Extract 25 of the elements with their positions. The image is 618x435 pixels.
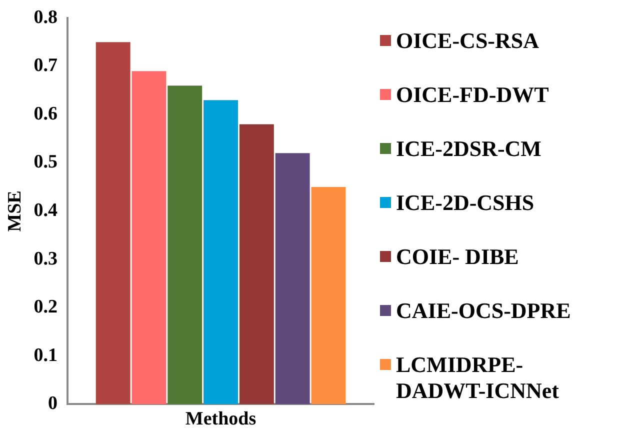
legend-label: ICE-2DSR-CM [396, 136, 542, 162]
y-tick-label: 0.5 [34, 152, 58, 173]
y-tick-label: 0 [48, 393, 58, 414]
y-tick-label: 0.6 [34, 103, 58, 124]
legend-label: CAIE-OCS-DPRE [396, 298, 571, 324]
bar [311, 186, 346, 404]
bar [239, 124, 274, 404]
y-tick-label: 0.1 [34, 344, 58, 366]
bar [132, 71, 166, 404]
y-axis-title: MSE [4, 190, 26, 232]
bar [168, 86, 202, 404]
y-tick-label: 0.2 [34, 296, 58, 318]
legend-label: OICE-CS-RSA [396, 28, 540, 54]
bar [275, 153, 310, 404]
y-tick-label: 0.3 [34, 248, 58, 270]
legend-label: LCMIDRPE-DADWT-ICNNet [396, 352, 560, 404]
y-tick-label: 0.4 [34, 200, 58, 222]
y-tick-label: 0.7 [34, 55, 58, 76]
bar [204, 100, 238, 404]
x-axis-title: Methods [185, 408, 256, 430]
legend-label: OICE-FD-DWT [396, 82, 549, 108]
bar [96, 42, 130, 404]
y-tick-label: 0.8 [34, 6, 58, 28]
legend-label: COIE- DIBE [396, 244, 519, 270]
legend-label: ICE-2D-CSHS [396, 190, 534, 216]
